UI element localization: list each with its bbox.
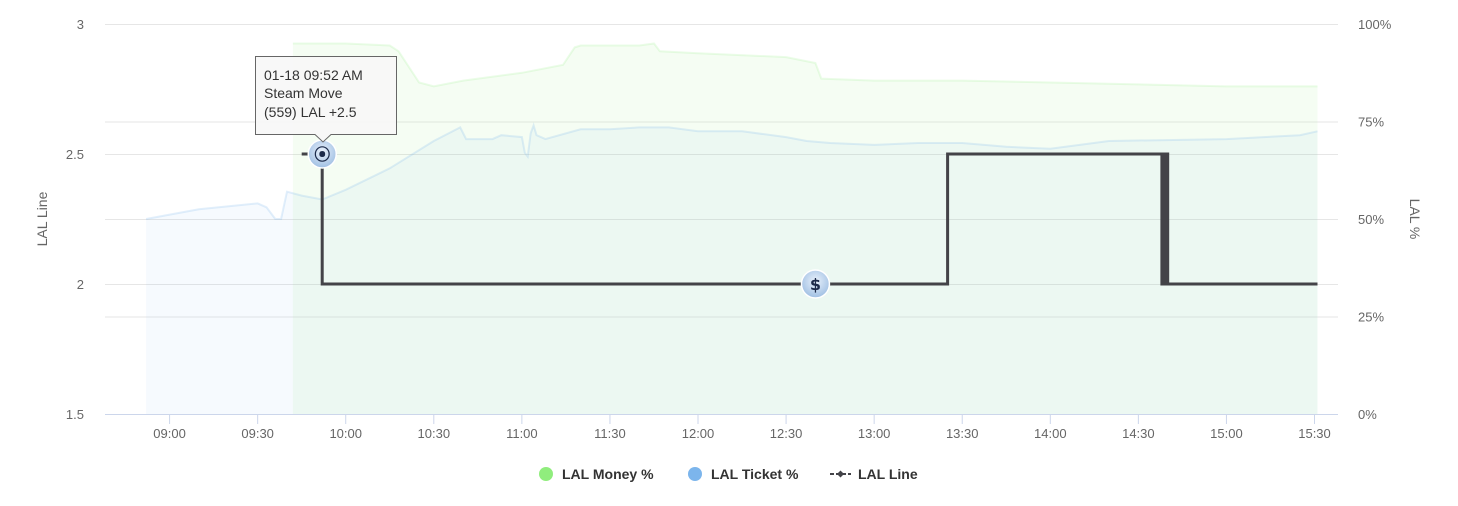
x-tick-label: 12:00 (682, 426, 715, 441)
x-tick-label: 10:00 (329, 426, 362, 441)
x-tick-label: 11:00 (506, 426, 538, 441)
legend-label-line: LAL Line (858, 466, 918, 482)
x-tick-label: 11:30 (594, 426, 626, 441)
y-axis-left-title: LAL Line (34, 191, 50, 246)
area-fill (292, 43, 1318, 414)
x-tick-label: 12:30 (770, 426, 803, 441)
x-tick-label: 13:30 (946, 426, 979, 441)
y-axis-left-ticks: 1.5 2 2.5 3 (66, 17, 84, 422)
y-right-tick-label: 75% (1358, 115, 1384, 130)
marker-badge (800, 269, 831, 299)
series-ticket-area[interactable] (145, 122, 1318, 415)
lal-line-path (301, 152, 1318, 286)
legend-item-money[interactable]: LAL Money % (539, 466, 654, 482)
legend-symbol-line-marker (837, 470, 844, 478)
y-axis-right-ticks: 0% 25% 50% 75% 100% (1358, 17, 1392, 422)
marker-glyph: $ (810, 275, 821, 294)
area-fill (146, 125, 1318, 415)
y-right-tick-label: 25% (1358, 310, 1384, 325)
dollar-icon[interactable]: $ (800, 269, 831, 299)
steam-move-icon[interactable]: ⦿ (307, 139, 337, 169)
series-money-area[interactable] (292, 42, 1318, 415)
y-right-tick-label: 100% (1358, 17, 1392, 32)
series-lal-line[interactable] (301, 152, 1318, 286)
legend-item-line[interactable]: LAL Line (830, 466, 918, 482)
y-right-tick-label: 50% (1358, 212, 1384, 227)
x-tick-label: 09:00 (153, 426, 186, 441)
legend-label-ticket: LAL Ticket % (711, 466, 799, 482)
legend-label-money: LAL Money % (562, 466, 654, 482)
tooltip-line-1: 01-18 09:52 AM (264, 67, 363, 83)
y-left-tick-label: 2 (77, 277, 84, 292)
legend-symbol-money (539, 467, 553, 481)
tooltip-line-2: Steam Move (264, 85, 343, 101)
y-left-tick-label: 1.5 (66, 407, 84, 422)
legend: LAL Money % LAL Ticket % LAL Line (539, 466, 918, 482)
area-line (145, 122, 1318, 220)
x-tick-label: 15:30 (1298, 426, 1331, 441)
tooltip-box (255, 56, 397, 143)
annotation-markers[interactable]: ⦿$ (307, 139, 831, 299)
x-tick-label: 14:00 (1034, 426, 1067, 441)
y-axis-right-title: LAL % (1407, 199, 1423, 240)
tooltip-line-3: (559) LAL +2.5 (264, 104, 357, 120)
y-left-tick-label: 3 (77, 17, 84, 32)
x-axis-ticks: 09:00 09:30 10:00 10:30 11:00 11:30 12:00 12:30… (153, 414, 1331, 441)
x-tick-label: 10:30 (418, 426, 451, 441)
legend-item-ticket[interactable]: LAL Ticket % (688, 466, 799, 482)
y-left-tick-label: 2.5 (66, 147, 84, 162)
x-tick-label: 09:30 (241, 426, 274, 441)
area-line (292, 42, 1318, 88)
marker-glyph: ⦿ (314, 145, 330, 164)
x-tick-label: 13:00 (858, 426, 891, 441)
x-tick-label: 14:30 (1122, 426, 1155, 441)
tooltip: 01-18 09:52 AM Steam Move (559) LAL +2.5 (255, 56, 397, 143)
y-right-tick-label: 0% (1358, 407, 1377, 422)
x-tick-label: 15:00 (1210, 426, 1243, 441)
legend-symbol-ticket (688, 467, 702, 481)
